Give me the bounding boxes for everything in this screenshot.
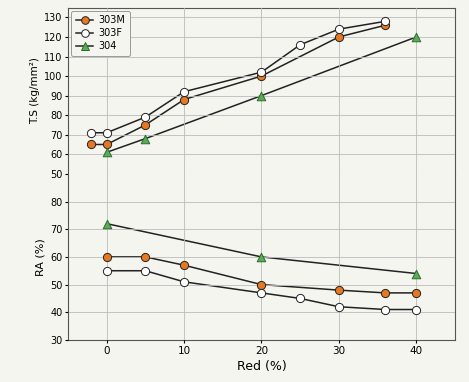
Legend: 303M, 303F, 304: 303M, 303F, 304 [71,11,130,56]
Point [180,279,188,285]
Point [413,270,420,277]
X-axis label: Red (%): Red (%) [236,360,287,373]
Point [382,18,389,24]
Point [142,254,149,260]
Point [87,141,95,147]
Point [142,136,149,142]
Point [103,130,111,136]
Point [142,122,149,128]
Point [335,304,342,310]
Point [335,34,342,40]
Point [413,306,420,312]
Point [296,295,304,301]
Point [296,42,304,48]
Point [258,290,265,296]
Point [103,254,111,260]
Point [258,254,265,260]
Point [335,26,342,32]
Point [103,141,111,147]
Point [413,290,420,296]
Point [258,69,265,75]
Point [103,149,111,155]
Point [413,34,420,40]
Point [258,282,265,288]
Point [180,89,188,95]
Point [103,268,111,274]
Point [180,97,188,103]
Point [335,287,342,293]
Y-axis label: T.S (kg/mm²): T.S (kg/mm²) [30,57,40,124]
Point [142,114,149,120]
Point [258,92,265,99]
Point [180,262,188,268]
Point [382,22,389,28]
Point [87,130,95,136]
Point [142,268,149,274]
Point [382,290,389,296]
Point [103,220,111,227]
Point [258,73,265,79]
Y-axis label: RA (%): RA (%) [36,238,46,276]
Point [382,306,389,312]
